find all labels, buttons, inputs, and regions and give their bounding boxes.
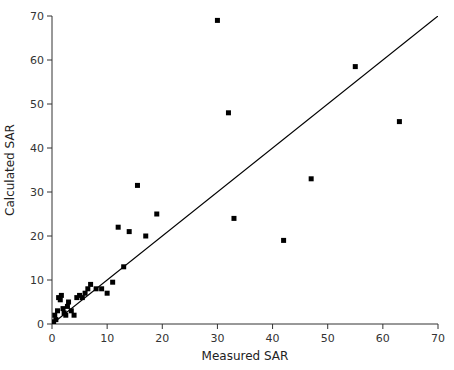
scatter-point [53,317,58,322]
y-axis-line [52,16,53,324]
scatter-point [99,286,104,291]
scatter-point [116,225,121,230]
y-tick-label: 50 [30,98,44,111]
y-tick [47,192,52,193]
scatter-point [63,313,68,318]
scatter-point [309,176,314,181]
y-tick-label: 0 [37,318,44,331]
y-tick [47,104,52,105]
scatter-point [397,119,402,124]
x-tick [162,324,163,329]
x-tick-label: 70 [431,332,445,345]
scatter-point [52,313,57,318]
scatter-point [121,264,126,269]
y-tick [47,236,52,237]
x-tick-label: 20 [155,332,169,345]
scatter-point [127,229,132,234]
scatter-point [66,300,71,305]
y-axis-label: Calculated SAR [3,124,17,216]
scatter-point [72,313,77,318]
scatter-point [110,280,115,285]
scatter-point [226,110,231,115]
x-tick-label: 10 [100,332,114,345]
y-tick-label: 40 [30,142,44,155]
scatter-point [83,291,88,296]
y-tick [47,324,52,325]
x-tick [52,324,53,329]
y-tick-label: 10 [30,274,44,287]
y-tick [47,148,52,149]
scatter-point [55,308,60,313]
scatter-point [80,295,85,300]
y-tick-label: 20 [30,230,44,243]
reference-line [52,16,438,324]
scatter-point [215,18,220,23]
scatter-point [105,291,110,296]
scatter-point [135,183,140,188]
scatter-point [69,308,74,313]
x-tick [327,324,328,329]
x-tick-label: 50 [321,332,335,345]
x-axis-line [52,324,438,325]
scatter-point [61,306,66,311]
y-tick [47,280,52,281]
x-tick-label: 30 [210,332,224,345]
scatter-point [65,304,70,309]
scatter-point [94,286,99,291]
x-tick-label: 60 [376,332,390,345]
scatter-point [281,238,286,243]
x-tick [438,324,439,329]
x-tick [217,324,218,329]
scatter-point [143,234,148,239]
scatter-point [59,293,64,298]
scatter-point [154,212,159,217]
x-tick-label: 0 [49,332,56,345]
scatter-point [85,286,90,291]
x-axis-label: Measured SAR [202,349,289,363]
y-tick-label: 60 [30,54,44,67]
x-tick [382,324,383,329]
y-tick [47,60,52,61]
scatter-point [231,216,236,221]
y-tick [47,16,52,17]
scatter-point [353,64,358,69]
chart: 0 10 20 30 40 50 60 70 0 10 20 30 40 50 60 70 Measured S… [0,0,454,370]
chart-container: 0 10 20 30 40 50 60 70 0 10 20 30 40 50 60 70 Measured S… [0,0,454,370]
y-tick-label: 70 [30,10,44,23]
x-tick-label: 40 [266,332,280,345]
scatter-point [88,282,93,287]
y-tick-label: 30 [30,186,44,199]
x-tick [107,324,108,329]
scatter-point [58,297,63,302]
x-tick [272,324,273,329]
plot-area [52,16,438,324]
